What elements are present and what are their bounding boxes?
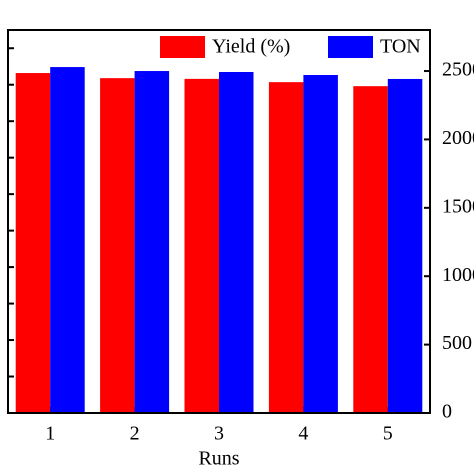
legend-label: TON [380, 36, 421, 58]
bar [50, 67, 85, 413]
y2-tick-label: 2500 [442, 59, 474, 81]
y2-tick-label: 2000 [442, 127, 474, 149]
bar [15, 73, 51, 414]
legend-swatch [160, 36, 205, 58]
bar [353, 86, 388, 413]
bar [100, 78, 135, 414]
bar [303, 75, 338, 413]
bar [387, 78, 423, 413]
bar [219, 71, 254, 413]
y2-tick-label: 1500 [442, 195, 474, 217]
legend-label: Yield (%) [212, 36, 290, 58]
x-tick-label: 2 [130, 423, 140, 445]
x-tick-label: 3 [214, 423, 224, 445]
bar [134, 71, 170, 414]
bar [268, 82, 304, 413]
plot-frame [7, 29, 431, 414]
x-axis-label: Runs [198, 448, 239, 470]
x-tick-label: 5 [383, 423, 393, 445]
x-tick-label: 1 [45, 423, 55, 445]
y2-tick-label: 1000 [442, 264, 474, 286]
bar [184, 78, 219, 413]
x-tick-label: 4 [298, 423, 308, 445]
y2-tick-label: 500 [442, 332, 472, 354]
legend-swatch [328, 36, 373, 58]
y2-tick-label: 0 [442, 401, 452, 423]
